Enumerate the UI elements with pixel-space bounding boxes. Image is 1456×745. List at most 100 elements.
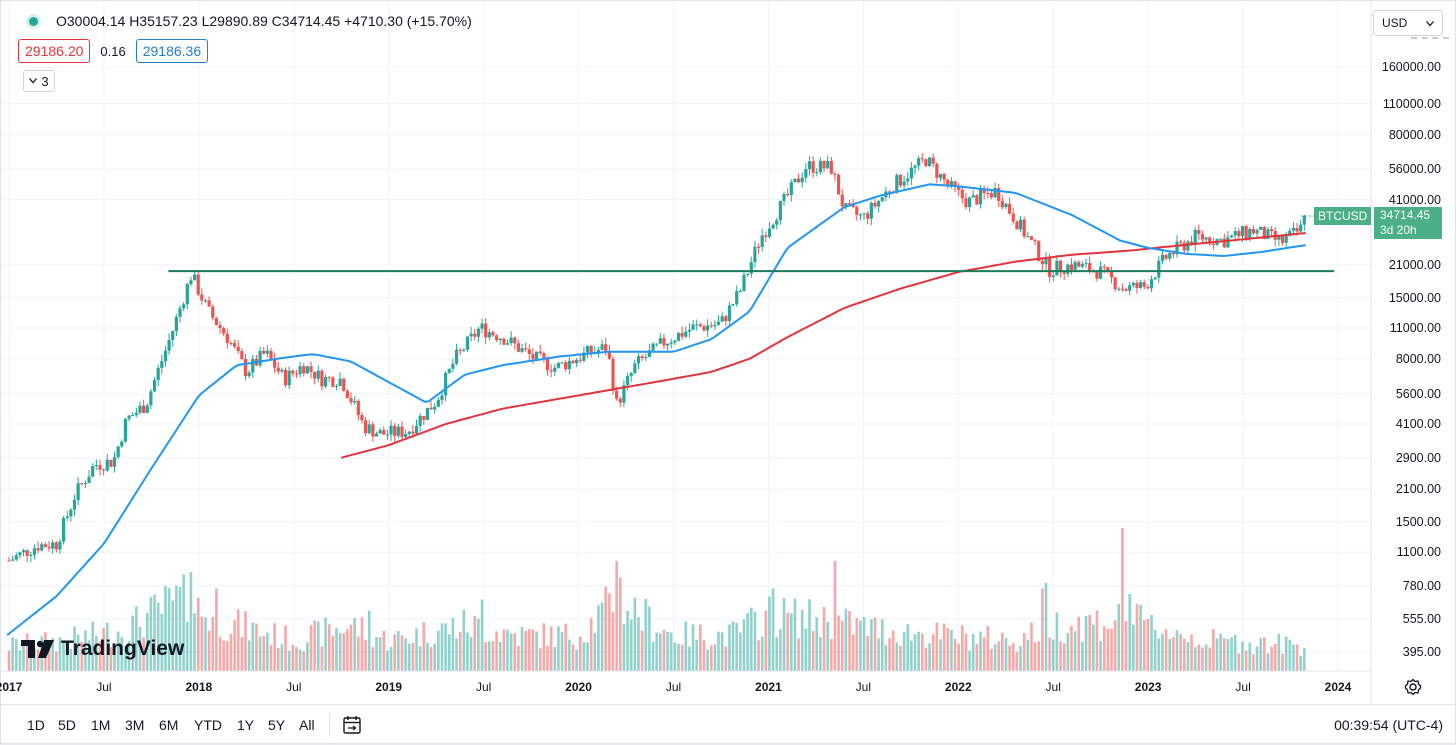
candle-body bbox=[480, 323, 484, 329]
candle-body bbox=[946, 179, 950, 186]
candle-body bbox=[782, 193, 786, 201]
candle-body bbox=[462, 349, 466, 351]
ma-red-value[interactable]: 29186.20 bbox=[18, 39, 91, 63]
range-all-button[interactable]: All bbox=[299, 717, 315, 733]
volume-bar bbox=[884, 644, 888, 671]
volume-bar bbox=[669, 632, 673, 671]
volume-bar bbox=[535, 631, 538, 671]
volume-bar bbox=[175, 585, 178, 671]
range-ytd-button[interactable]: YTD bbox=[194, 717, 222, 733]
candle-body bbox=[927, 157, 932, 167]
volume-bar bbox=[477, 618, 480, 671]
volume-bar bbox=[36, 649, 40, 671]
go-to-date-calendar-icon[interactable] bbox=[341, 714, 363, 736]
price-tick-label: 1500.00 bbox=[1395, 514, 1441, 529]
range-1y-button[interactable]: 1Y bbox=[237, 717, 255, 733]
candle-body bbox=[971, 195, 975, 198]
volume-bar bbox=[73, 626, 76, 671]
candle-body bbox=[640, 356, 644, 358]
volume-bar bbox=[444, 623, 447, 671]
volume-bar bbox=[746, 612, 749, 671]
volume-bar bbox=[1201, 647, 1204, 671]
volume-bar bbox=[1190, 634, 1193, 671]
volume-bar bbox=[582, 642, 586, 671]
volume-bar bbox=[1303, 648, 1306, 671]
volume-bar bbox=[1237, 653, 1241, 671]
candle-body bbox=[25, 550, 29, 556]
candle-body bbox=[120, 441, 124, 447]
candle-body bbox=[229, 342, 233, 344]
volume-bar bbox=[1139, 604, 1142, 671]
volume-bar bbox=[593, 633, 597, 671]
range-5d-button[interactable]: 5D bbox=[58, 717, 76, 733]
candle-body bbox=[404, 434, 408, 438]
candle-body bbox=[1288, 230, 1292, 236]
range-1m-button[interactable]: 1M bbox=[91, 717, 111, 733]
volume-bar bbox=[1233, 635, 1237, 671]
volume-bar bbox=[440, 623, 444, 671]
candle-body bbox=[14, 555, 18, 560]
candle-body bbox=[1302, 215, 1306, 225]
candle-body bbox=[1106, 267, 1110, 271]
volume-bar bbox=[1153, 629, 1157, 671]
currency-select[interactable]: USD bbox=[1373, 10, 1443, 36]
candle-body bbox=[178, 308, 182, 317]
candle-body bbox=[818, 160, 823, 173]
volume-bar bbox=[1022, 633, 1026, 671]
volume-bar bbox=[662, 629, 666, 671]
volume-bar bbox=[22, 644, 25, 671]
volume-bar bbox=[182, 574, 185, 671]
candle-body bbox=[756, 246, 761, 248]
candle-body bbox=[298, 366, 302, 375]
volume-bar bbox=[109, 647, 113, 671]
volume-bar bbox=[1084, 616, 1088, 671]
range-1d-button[interactable]: 1D bbox=[27, 717, 45, 733]
candle-body bbox=[800, 177, 804, 183]
volume-bar bbox=[1092, 624, 1095, 671]
candle-body bbox=[112, 457, 117, 467]
candle-body bbox=[338, 378, 342, 387]
volume-bar bbox=[382, 630, 386, 671]
ma-blue-value[interactable]: 29186.36 bbox=[135, 39, 209, 63]
candle-body bbox=[502, 338, 506, 345]
range-5y-button[interactable]: 5Y bbox=[268, 717, 286, 733]
volume-bar bbox=[502, 629, 506, 671]
volume-bar bbox=[185, 621, 189, 671]
volume-bar bbox=[546, 645, 549, 671]
candle-body bbox=[957, 186, 961, 190]
candle-body bbox=[531, 354, 535, 359]
price-chart[interactable] bbox=[1, 1, 1456, 705]
range-6m-button[interactable]: 6M bbox=[159, 717, 179, 733]
volume-bar bbox=[418, 646, 422, 671]
volume-bar bbox=[702, 640, 706, 671]
candle-body bbox=[1113, 277, 1117, 290]
candle-body bbox=[363, 420, 368, 434]
candle-body bbox=[713, 324, 717, 327]
candle-body bbox=[116, 446, 120, 458]
volume-bar bbox=[1150, 614, 1153, 671]
volume-bar bbox=[1132, 624, 1135, 671]
volume-bar bbox=[571, 644, 575, 671]
volume-bar bbox=[899, 645, 902, 671]
volume-bar bbox=[971, 633, 975, 671]
candle-body bbox=[127, 415, 131, 419]
range-3m-button[interactable]: 3M bbox=[125, 717, 145, 733]
volume-bar bbox=[196, 597, 200, 671]
volume-bar bbox=[600, 602, 604, 671]
last-price-value: 34714.45 bbox=[1380, 208, 1431, 222]
volume-bar bbox=[633, 597, 637, 671]
volume-bar bbox=[1095, 610, 1099, 671]
candle-body bbox=[564, 362, 568, 370]
candle-body bbox=[898, 175, 903, 186]
candle-body bbox=[902, 181, 906, 186]
candle-body bbox=[54, 542, 58, 550]
volume-bar bbox=[204, 617, 207, 671]
candle-body bbox=[560, 362, 564, 364]
candle-body bbox=[746, 273, 750, 275]
settings-gear-icon[interactable] bbox=[1403, 677, 1423, 697]
candle-body bbox=[636, 356, 641, 364]
candle-body bbox=[622, 385, 626, 403]
indicators-collapse-button[interactable]: 3 bbox=[23, 70, 55, 92]
timezone-clock[interactable]: 00:39:54 (UTC-4) bbox=[1334, 717, 1443, 733]
volume-bar bbox=[389, 646, 393, 671]
